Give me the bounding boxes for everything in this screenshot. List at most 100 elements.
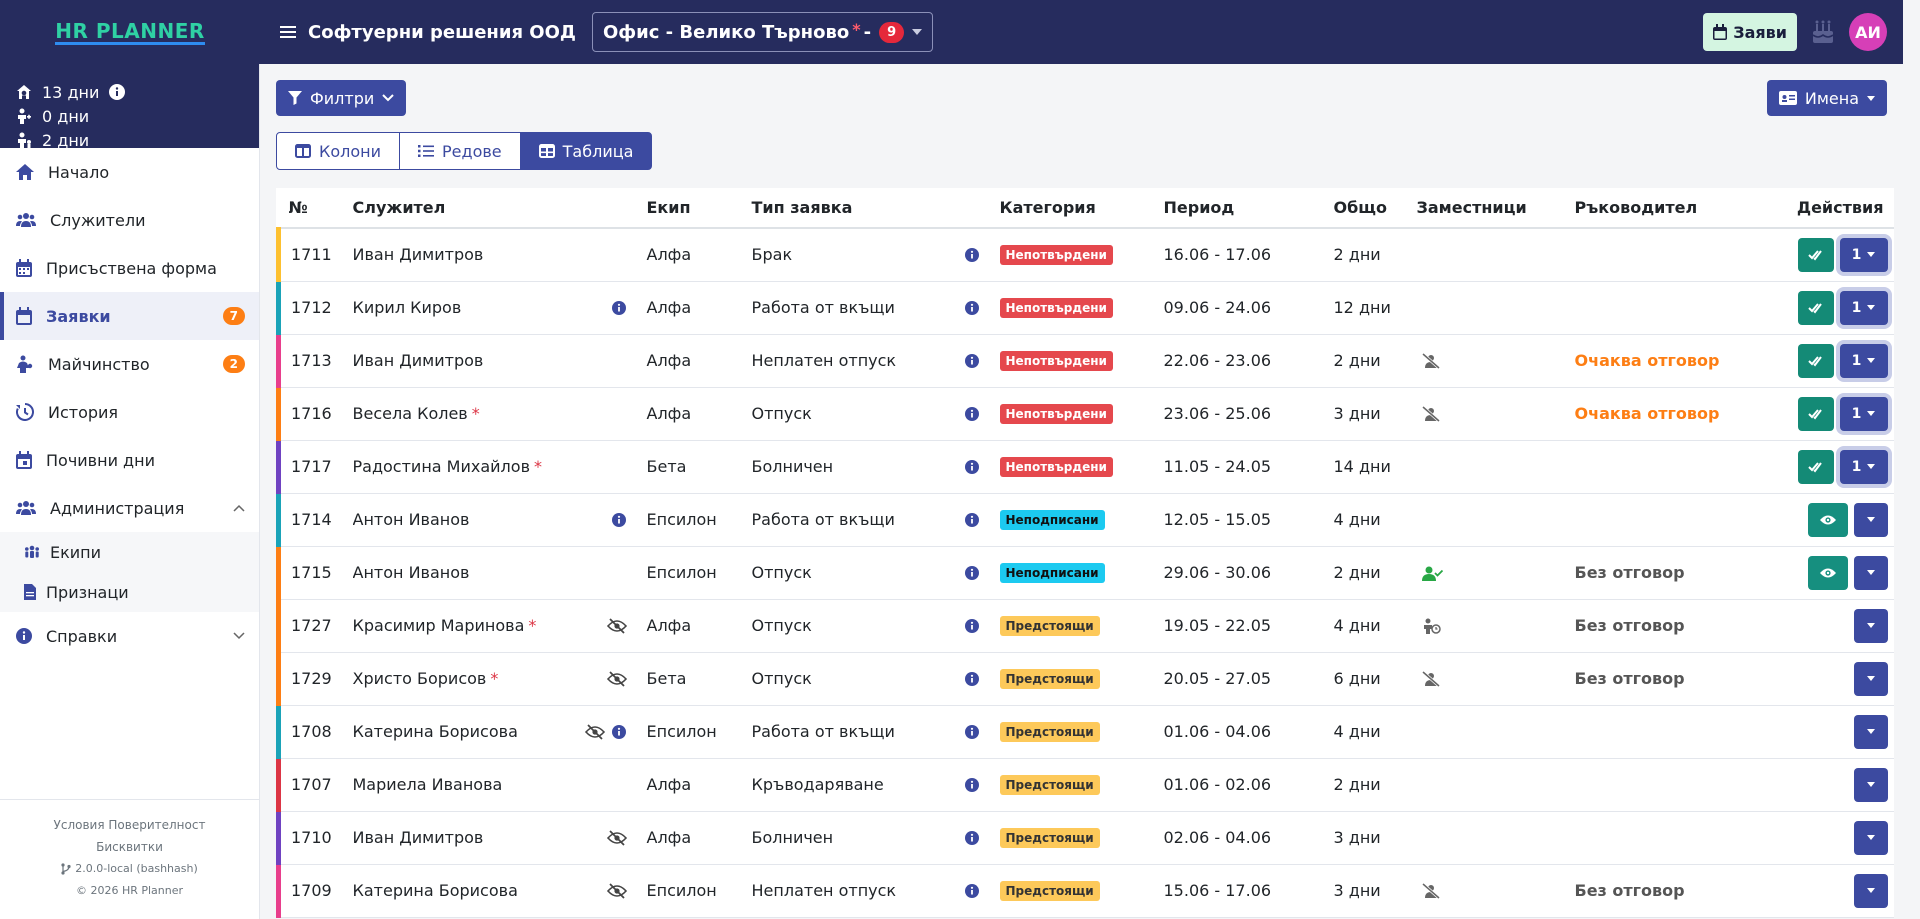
table-row[interactable]: 1713 Иван Димитров Алфа Неплатен отпуск Непо…	[276, 334, 1894, 388]
info-icon[interactable]	[964, 247, 980, 263]
info-icon[interactable]	[964, 300, 980, 316]
approval-level-dropdown[interactable]: 1	[1839, 237, 1888, 272]
tab-table[interactable]: Таблица	[519, 132, 653, 170]
sidebar-item-maternity[interactable]: Майчинство 2	[0, 340, 259, 388]
approve-button[interactable]	[1797, 343, 1834, 378]
info-icon[interactable]	[964, 406, 980, 422]
table-row[interactable]: 1715 Антон Иванов Епсилон Отпуск Неподписани…	[276, 546, 1894, 600]
view-button[interactable]	[1807, 555, 1848, 590]
employee-name[interactable]: Иван Димитров	[352, 828, 484, 847]
sidebar-item-home[interactable]: Начало	[0, 148, 259, 196]
view-button[interactable]	[1807, 502, 1848, 537]
birthday-cake-icon[interactable]	[1811, 19, 1835, 45]
sidebar-subitem-attributes[interactable]: Признаци	[0, 572, 259, 612]
table-row[interactable]: 1729 Христо Борисов * Бета Отпуск Предстоящи 2…	[276, 652, 1894, 706]
actions-dropdown[interactable]	[1853, 555, 1888, 590]
info-icon[interactable]	[964, 353, 980, 369]
sidebar-item-reports[interactable]: Справки	[0, 612, 259, 660]
approval-level-dropdown[interactable]: 1	[1839, 396, 1888, 431]
info-icon[interactable]	[964, 724, 980, 740]
employee-name[interactable]: Иван Димитров	[352, 351, 484, 370]
approval-level-dropdown[interactable]: 1	[1839, 449, 1888, 484]
approval-level-dropdown[interactable]: 1	[1839, 290, 1888, 325]
approve-button[interactable]	[1797, 449, 1834, 484]
col-header-manager[interactable]: Ръководител	[1564, 188, 1745, 229]
info-icon[interactable]	[611, 300, 627, 316]
table-row[interactable]: 1714 Антон Иванов Епсилон Работа от вкъщи Не…	[276, 493, 1894, 547]
info-icon[interactable]	[109, 84, 126, 100]
privacy-link[interactable]: Поверителност	[108, 818, 206, 832]
sidebar-item-employees[interactable]: Служители	[0, 196, 259, 244]
info-icon[interactable]	[964, 883, 980, 899]
user-avatar[interactable]: АИ	[1849, 13, 1887, 51]
col-header-total[interactable]: Общо	[1323, 188, 1407, 229]
actions-dropdown[interactable]	[1853, 608, 1888, 643]
table-row[interactable]: 1707 Мариела Иванова Алфа Кръводаряване Пред…	[276, 758, 1894, 812]
table-row[interactable]: 1709 Катерина Борисова Епсилон Неплатен отп…	[276, 864, 1894, 918]
approve-button[interactable]	[1797, 290, 1834, 325]
col-header-request-type[interactable]: Тип заявка	[741, 188, 990, 229]
actions-dropdown[interactable]	[1853, 820, 1888, 855]
sidebar-item-holidays[interactable]: Почивни дни	[0, 436, 259, 484]
table-row[interactable]: 1711 Иван Димитров Алфа Брак Непотвърдени 16.…	[276, 228, 1894, 282]
info-icon[interactable]	[611, 512, 627, 528]
sidebar-item-administration[interactable]: Администрация	[0, 484, 259, 532]
col-header-number[interactable]: №	[278, 188, 343, 229]
tab-columns[interactable]: Колони	[276, 132, 401, 170]
actions-dropdown[interactable]	[1853, 661, 1888, 696]
approve-button[interactable]	[1797, 396, 1834, 431]
sidebar-item-attendance[interactable]: Присъствена форма	[0, 244, 259, 292]
info-icon[interactable]	[964, 512, 980, 528]
table-row[interactable]: 1708 Катерина Борисова Епсилон Работа от вк…	[276, 705, 1894, 759]
actions-dropdown[interactable]	[1853, 873, 1888, 908]
requests-button[interactable]: Заяви	[1703, 13, 1797, 51]
employee-name[interactable]: Катерина Борисова	[352, 881, 518, 900]
table-row[interactable]: 1710 Иван Димитров Алфа Болничен Предстоящи 0…	[276, 811, 1894, 865]
col-header-employee[interactable]: Служител	[342, 188, 637, 229]
employee-name[interactable]: Радостина Михайлов	[352, 457, 531, 476]
sidebar-item-label: Почивни дни	[46, 450, 155, 470]
brand[interactable]: HR PLANNER	[0, 0, 260, 64]
sidebar-item-history[interactable]: История	[0, 388, 259, 436]
office-required-star: *	[852, 19, 861, 39]
menu-toggle-button[interactable]	[274, 18, 302, 46]
info-icon[interactable]	[964, 618, 980, 634]
employee-name[interactable]: Христо Борисов	[352, 669, 487, 688]
col-header-period[interactable]: Период	[1153, 188, 1324, 229]
tab-rows[interactable]: Редове	[399, 132, 521, 170]
col-header-category[interactable]: Категория	[989, 188, 1154, 229]
info-icon[interactable]	[964, 565, 980, 581]
filters-button[interactable]: Филтри	[276, 80, 407, 116]
employee-name[interactable]: Кирил Киров	[352, 298, 462, 317]
info-icon[interactable]	[964, 777, 980, 793]
actions-dropdown[interactable]	[1853, 767, 1888, 802]
employee-name[interactable]: Антон Иванов	[352, 510, 470, 529]
info-icon[interactable]	[611, 724, 627, 740]
terms-link[interactable]: Условия	[53, 818, 105, 832]
employee-name[interactable]: Весела Колев	[352, 404, 468, 423]
actions-dropdown[interactable]	[1853, 502, 1888, 537]
office-select[interactable]: Офис - Велико Търново * - 9	[591, 12, 934, 52]
employee-name[interactable]: Красимир Маринова	[352, 616, 525, 635]
employee-name[interactable]: Антон Иванов	[352, 563, 470, 582]
employee-name[interactable]: Иван Димитров	[352, 245, 484, 265]
approval-level-dropdown[interactable]: 1	[1839, 343, 1888, 378]
names-button[interactable]: Имена	[1766, 80, 1887, 116]
actions-dropdown[interactable]	[1853, 714, 1888, 749]
table-row[interactable]: 1727 Красимир Маринова * Алфа Отпуск Предстоя…	[276, 599, 1894, 653]
col-header-team[interactable]: Екип	[636, 188, 742, 229]
info-icon[interactable]	[964, 830, 980, 846]
caret-down-icon	[1867, 252, 1876, 258]
sidebar-subitem-teams[interactable]: Екипи	[0, 532, 259, 572]
employee-name[interactable]: Катерина Борисова	[352, 722, 518, 741]
table-row[interactable]: 1717 Радостина Михайлов * Бета Болничен Непот…	[276, 440, 1894, 494]
col-header-deputies[interactable]: Заместници	[1406, 188, 1565, 229]
table-row[interactable]: 1716 Весела Колев * Алфа Отпуск Непотвърдени 2…	[276, 387, 1894, 441]
sidebar-item-requests[interactable]: Заявки 7	[0, 292, 259, 340]
employee-name[interactable]: Мариела Иванова	[352, 775, 503, 794]
cookies-link[interactable]: Бисквитки	[96, 840, 163, 854]
table-row[interactable]: 1712 Кирил Киров Алфа Работа от вкъщи Непотв…	[276, 281, 1894, 335]
info-icon[interactable]	[964, 671, 980, 687]
info-icon[interactable]	[964, 459, 980, 475]
approve-button[interactable]	[1797, 237, 1834, 272]
